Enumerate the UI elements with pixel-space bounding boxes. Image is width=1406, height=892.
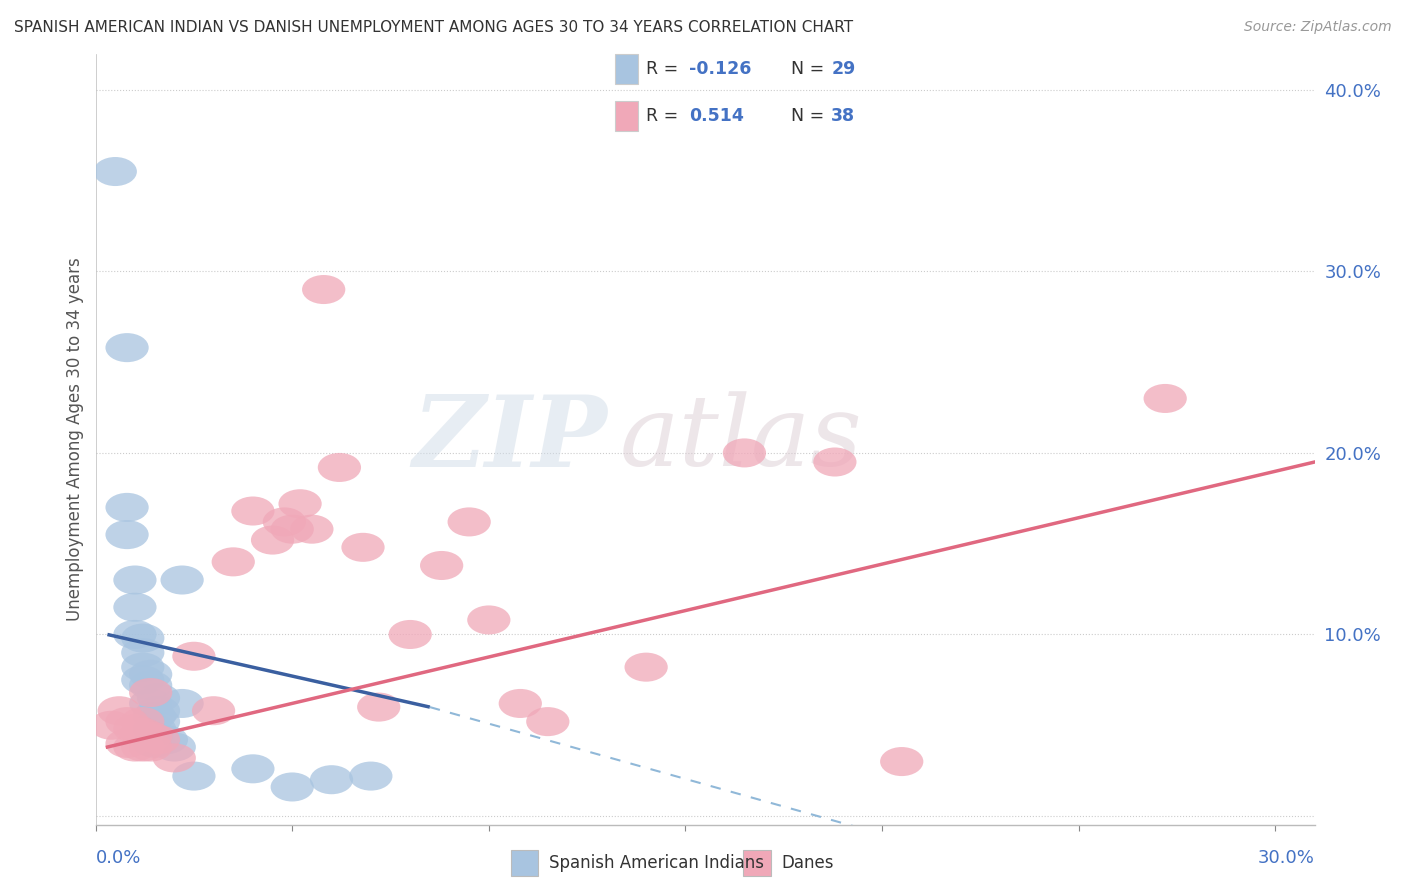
Ellipse shape xyxy=(250,525,294,555)
Ellipse shape xyxy=(212,548,254,576)
Text: R =: R = xyxy=(645,107,689,125)
Ellipse shape xyxy=(624,653,668,681)
Text: Danes: Danes xyxy=(782,854,834,871)
Text: -0.126: -0.126 xyxy=(689,60,751,78)
Ellipse shape xyxy=(263,508,307,536)
Text: Source: ZipAtlas.com: Source: ZipAtlas.com xyxy=(1244,20,1392,34)
Ellipse shape xyxy=(467,606,510,634)
Text: N =: N = xyxy=(792,60,830,78)
Ellipse shape xyxy=(526,707,569,736)
Ellipse shape xyxy=(121,665,165,694)
Ellipse shape xyxy=(193,696,235,725)
Ellipse shape xyxy=(136,683,180,713)
Ellipse shape xyxy=(114,620,156,649)
Ellipse shape xyxy=(105,493,149,522)
Ellipse shape xyxy=(145,725,188,755)
Ellipse shape xyxy=(105,707,149,736)
Ellipse shape xyxy=(134,729,176,758)
Ellipse shape xyxy=(105,333,149,362)
Ellipse shape xyxy=(105,520,149,549)
Ellipse shape xyxy=(447,508,491,536)
Ellipse shape xyxy=(723,438,766,467)
Text: ZIP: ZIP xyxy=(412,391,607,488)
Ellipse shape xyxy=(129,678,173,707)
Bar xyxy=(510,850,538,876)
Y-axis label: Unemployment Among Ages 30 to 34 years: Unemployment Among Ages 30 to 34 years xyxy=(66,258,84,621)
Ellipse shape xyxy=(136,707,180,736)
Ellipse shape xyxy=(114,592,156,622)
Ellipse shape xyxy=(114,732,156,762)
Ellipse shape xyxy=(278,489,322,518)
Ellipse shape xyxy=(153,743,195,772)
Ellipse shape xyxy=(231,497,274,525)
Text: atlas: atlas xyxy=(620,392,862,487)
Bar xyxy=(614,101,638,131)
Ellipse shape xyxy=(129,660,173,689)
Text: 30.0%: 30.0% xyxy=(1258,849,1315,867)
Ellipse shape xyxy=(129,732,173,762)
Ellipse shape xyxy=(105,729,149,758)
Ellipse shape xyxy=(1143,384,1187,413)
Ellipse shape xyxy=(173,762,215,790)
Ellipse shape xyxy=(160,689,204,718)
Ellipse shape xyxy=(121,707,165,736)
Ellipse shape xyxy=(121,624,165,653)
Ellipse shape xyxy=(94,157,136,186)
Text: 38: 38 xyxy=(831,107,855,125)
Text: 0.514: 0.514 xyxy=(689,107,744,125)
Ellipse shape xyxy=(302,275,346,304)
Ellipse shape xyxy=(499,689,541,718)
Ellipse shape xyxy=(270,515,314,544)
Ellipse shape xyxy=(290,515,333,544)
Bar xyxy=(744,850,772,876)
Ellipse shape xyxy=(136,696,180,725)
Ellipse shape xyxy=(357,692,401,722)
Ellipse shape xyxy=(309,765,353,794)
Text: N =: N = xyxy=(792,107,830,125)
Ellipse shape xyxy=(134,702,176,731)
Ellipse shape xyxy=(134,714,176,743)
Ellipse shape xyxy=(318,453,361,482)
Ellipse shape xyxy=(97,696,141,725)
Ellipse shape xyxy=(136,725,180,755)
Ellipse shape xyxy=(129,722,173,751)
Ellipse shape xyxy=(813,448,856,476)
Ellipse shape xyxy=(114,566,156,595)
Ellipse shape xyxy=(420,551,463,580)
Ellipse shape xyxy=(173,641,215,671)
Ellipse shape xyxy=(160,566,204,595)
Text: 0.0%: 0.0% xyxy=(96,849,141,867)
Ellipse shape xyxy=(342,533,385,562)
Ellipse shape xyxy=(90,711,134,739)
Ellipse shape xyxy=(153,732,195,762)
Ellipse shape xyxy=(349,762,392,790)
Text: R =: R = xyxy=(645,60,683,78)
Ellipse shape xyxy=(121,718,165,747)
Ellipse shape xyxy=(880,747,924,776)
Ellipse shape xyxy=(121,653,165,681)
Bar xyxy=(614,54,638,85)
Ellipse shape xyxy=(129,689,173,718)
Text: SPANISH AMERICAN INDIAN VS DANISH UNEMPLOYMENT AMONG AGES 30 TO 34 YEARS CORRELA: SPANISH AMERICAN INDIAN VS DANISH UNEMPL… xyxy=(14,20,853,35)
Ellipse shape xyxy=(270,772,314,802)
Ellipse shape xyxy=(121,638,165,667)
Text: 29: 29 xyxy=(831,60,855,78)
Ellipse shape xyxy=(129,671,173,700)
Ellipse shape xyxy=(121,732,165,762)
Ellipse shape xyxy=(114,714,156,743)
Ellipse shape xyxy=(388,620,432,649)
Text: Spanish American Indians: Spanish American Indians xyxy=(548,854,763,871)
Ellipse shape xyxy=(231,755,274,783)
